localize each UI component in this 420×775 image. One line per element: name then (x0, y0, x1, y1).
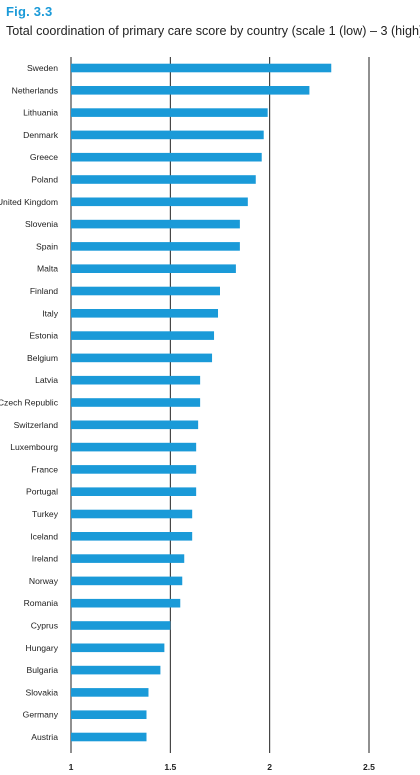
category-label: Iceland (30, 531, 58, 541)
bar-malta (71, 264, 236, 273)
category-label: Slovakia (26, 687, 59, 697)
x-tick-label: 2 (267, 762, 272, 772)
category-label: Finland (30, 286, 58, 296)
category-label: Sweden (27, 63, 58, 73)
category-label: Spain (36, 241, 58, 251)
bar-lithuania (71, 108, 268, 117)
category-label: Hungary (26, 643, 59, 653)
category-label: Portugal (26, 487, 58, 497)
x-tick-label: 1.5 (164, 762, 176, 772)
bar-belgium (71, 353, 213, 363)
category-label: Norway (29, 576, 59, 586)
bar-cyprus (71, 621, 171, 630)
bar-czech-republic (71, 398, 201, 407)
bar-greece (71, 152, 262, 162)
category-label: Latvia (35, 375, 58, 385)
category-label: Luxembourg (10, 442, 58, 452)
category-label: Estonia (29, 331, 58, 341)
bar-bulgaria (71, 665, 161, 675)
bar-slovakia (71, 688, 149, 697)
category-label: Austria (31, 732, 58, 742)
category-label: Romania (24, 598, 59, 608)
bar-slovenia (71, 219, 240, 229)
bar-denmark (71, 130, 264, 140)
category-label: France (31, 464, 58, 474)
category-label: United Kingdom (0, 197, 58, 207)
bar-luxembourg (71, 442, 197, 452)
bar-hungary (71, 643, 165, 653)
bar-iceland (71, 532, 193, 541)
bar-sweden (71, 63, 332, 73)
category-label: Czech Republic (0, 398, 59, 408)
bar-romania (71, 598, 181, 608)
category-label: Greece (30, 152, 58, 162)
category-label: Slovenia (25, 219, 58, 229)
bar-latvia (71, 375, 201, 385)
category-label: Italy (42, 308, 58, 318)
category-label: Bulgaria (26, 665, 58, 675)
category-label: Turkey (32, 509, 59, 519)
bar-france (71, 465, 197, 474)
category-label: Lithuania (23, 108, 58, 118)
bar-united-kingdom (71, 197, 248, 207)
category-label: Ireland (32, 554, 58, 564)
x-tick-label: 2.5 (363, 762, 375, 772)
bar-poland (71, 175, 256, 184)
x-tick-label: 1 (69, 762, 74, 772)
category-label: Cyprus (31, 621, 58, 631)
chart-title: Total coordination of primary care score… (6, 24, 420, 38)
bar-estonia (71, 331, 215, 340)
bar-ireland (71, 554, 185, 563)
bar-netherlands (71, 86, 310, 95)
bar-austria (71, 732, 147, 742)
category-label: Switzerland (14, 420, 59, 430)
category-label: Germany (23, 710, 59, 720)
bar-switzerland (71, 420, 199, 430)
bar-germany (71, 710, 147, 719)
bar-norway (71, 576, 183, 586)
category-label: Netherlands (12, 85, 58, 95)
figure-label: Fig. 3.3 (6, 4, 53, 19)
category-label: Denmark (23, 130, 59, 140)
bar-spain (71, 242, 240, 251)
category-label: Poland (31, 175, 58, 185)
bar-italy (71, 309, 219, 318)
bar-finland (71, 286, 220, 296)
category-label: Malta (37, 264, 58, 274)
bar-turkey (71, 509, 193, 519)
category-label: Belgium (27, 353, 58, 363)
bar-portugal (71, 487, 197, 496)
